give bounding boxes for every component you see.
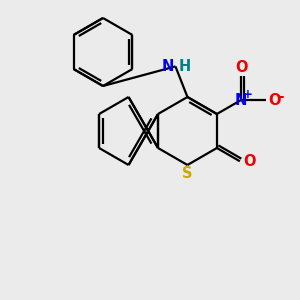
Text: -: - (277, 88, 284, 104)
Text: O: O (268, 93, 281, 108)
Text: N: N (162, 59, 174, 74)
Text: +: + (243, 88, 253, 100)
Text: H: H (178, 59, 191, 74)
Text: O: O (235, 60, 247, 75)
Text: N: N (235, 93, 247, 108)
Text: O: O (243, 154, 255, 169)
Text: S: S (182, 166, 193, 181)
